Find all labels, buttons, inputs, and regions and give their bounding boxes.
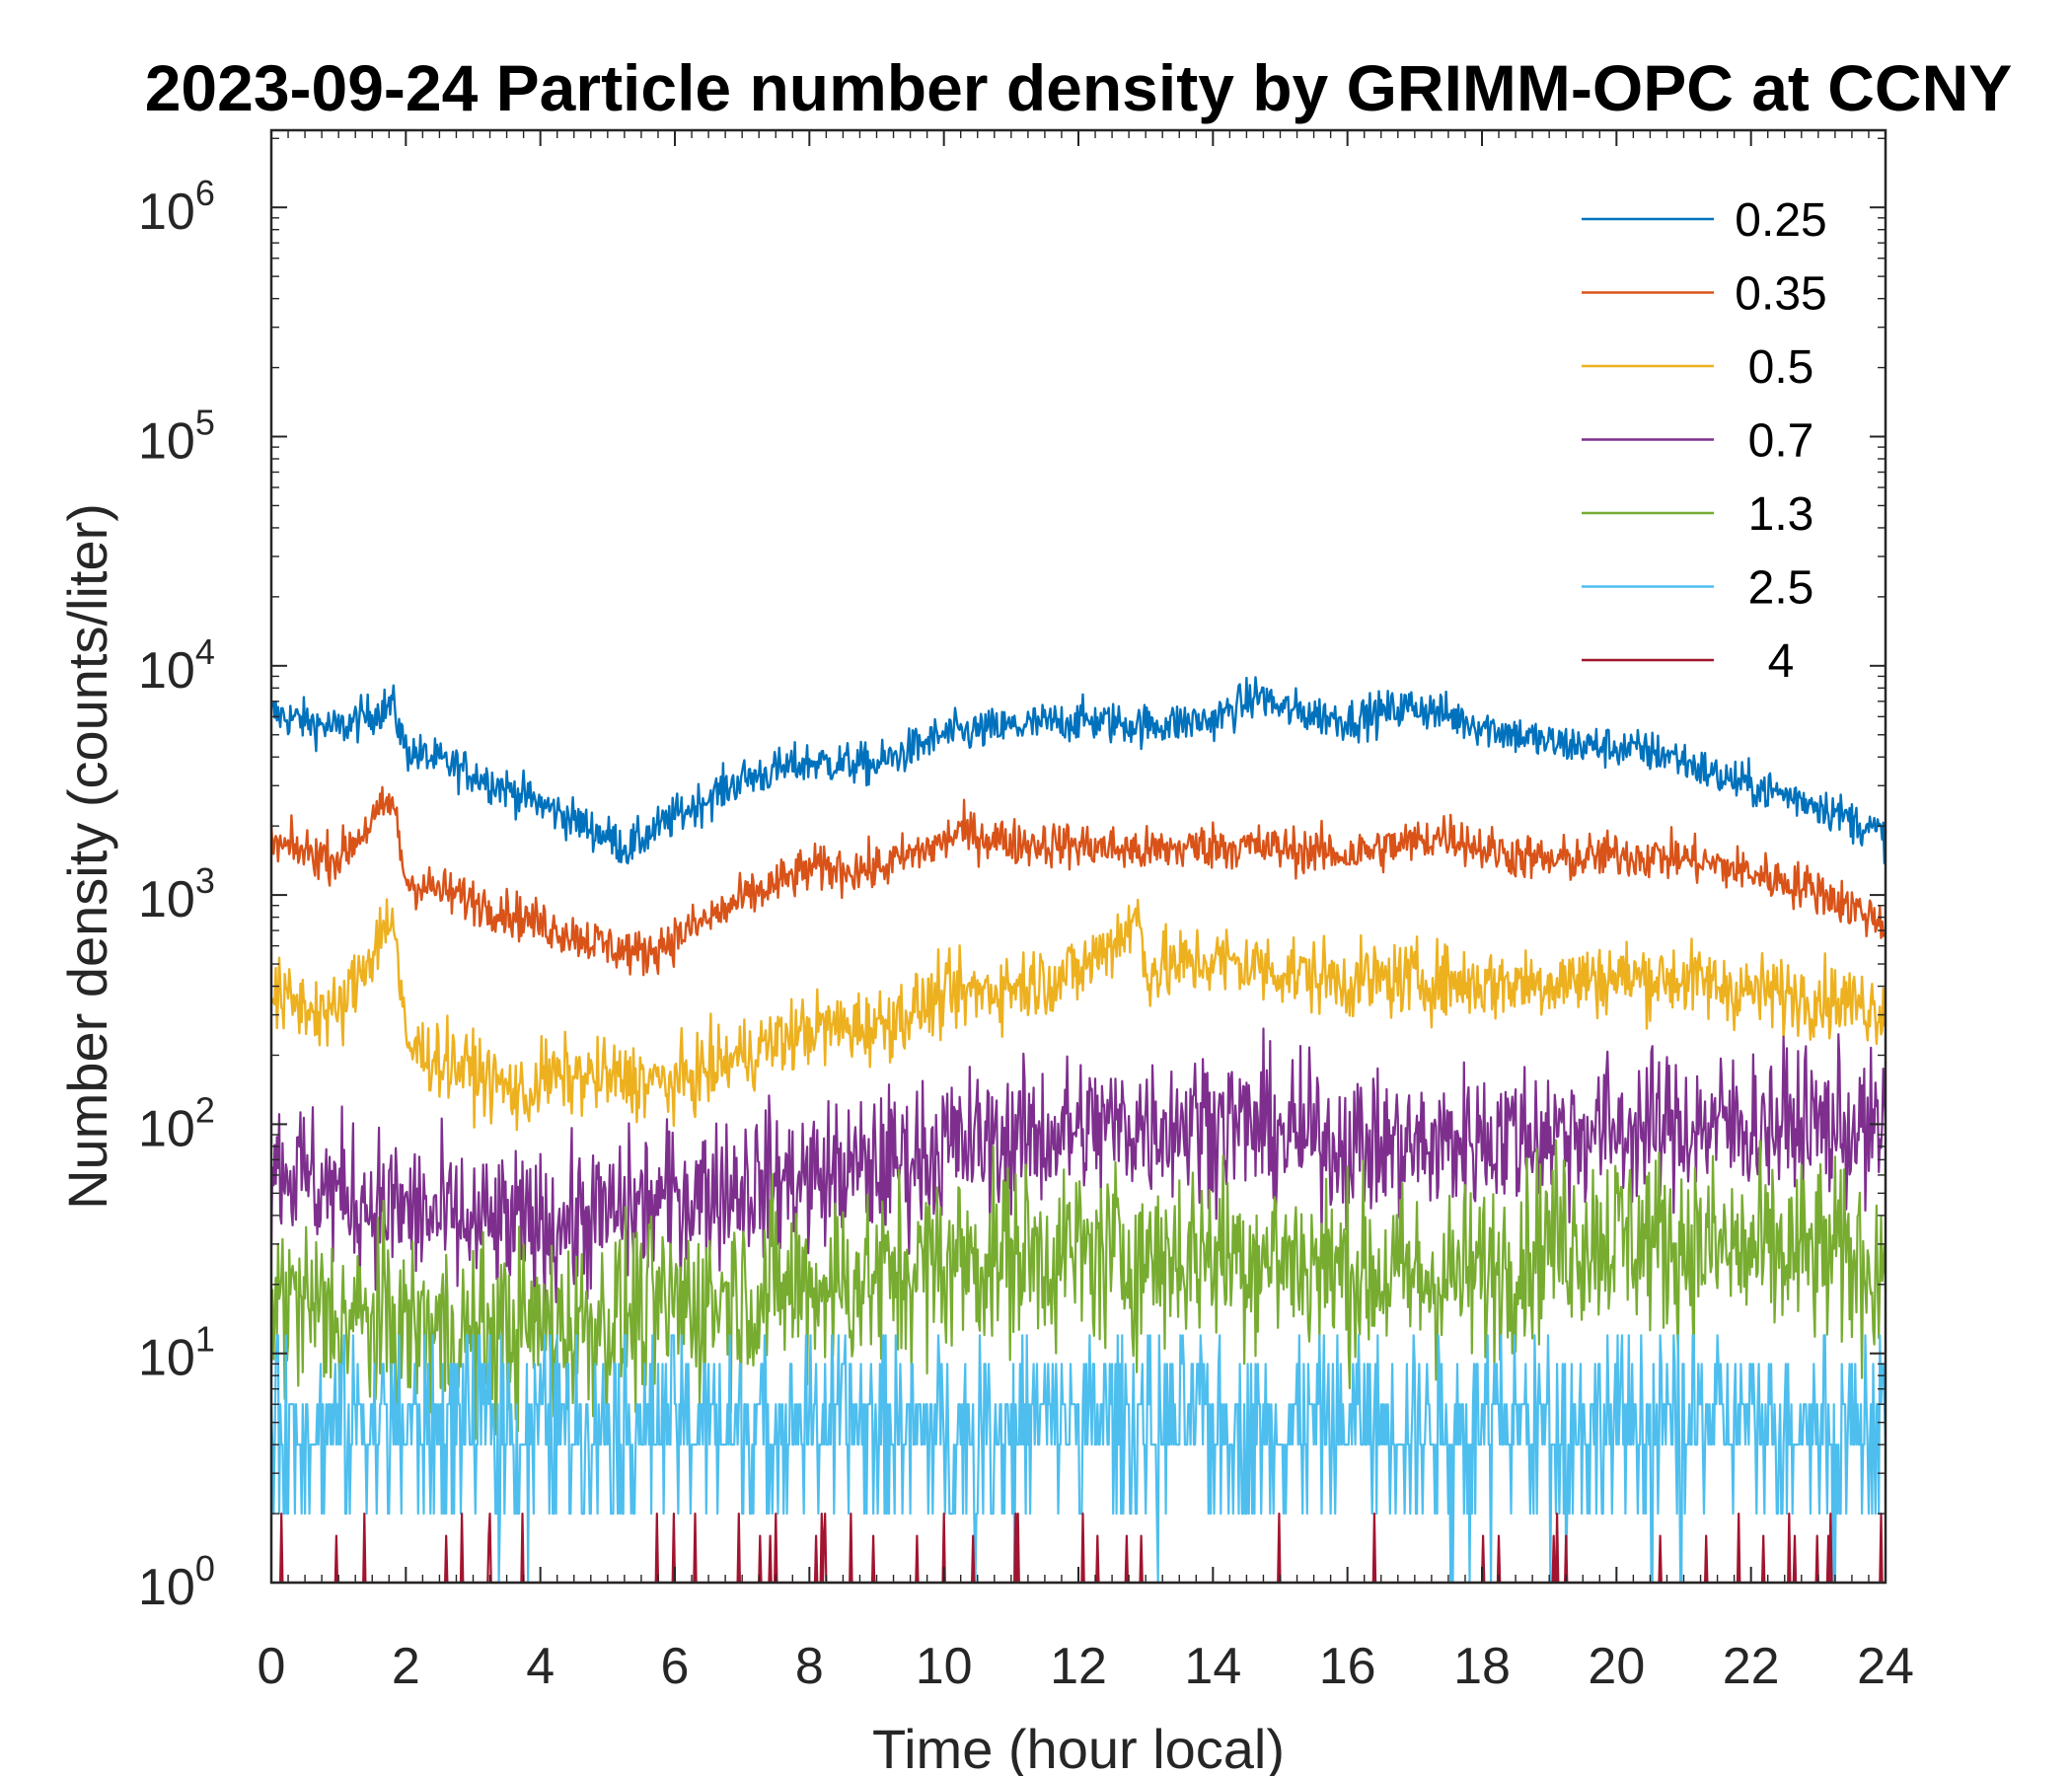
series-line-0.7 <box>269 1027 1887 1323</box>
x-tick-label: 0 <box>258 1638 286 1695</box>
x-tick-label: 6 <box>661 1638 690 1695</box>
legend-label: 0.25 <box>1735 194 1826 247</box>
x-tick-label: 24 <box>1857 1638 1914 1695</box>
legend-label: 0.5 <box>1748 341 1814 394</box>
x-tick-label: 20 <box>1588 1638 1645 1695</box>
y-axis-label: Number density (counts/liter) <box>56 503 118 1210</box>
x-tick-labels: 0 2 4 6 8 10 12 14 16 18 20 22 24 <box>258 1638 1914 1695</box>
x-tick-label: 10 <box>916 1638 973 1695</box>
series-line-0.25 <box>269 676 1887 865</box>
series-line-1.3 <box>269 1139 1887 1441</box>
legend-item-4: 4 <box>1582 635 1794 688</box>
legend: 0.25 0.35 0.5 0.7 1.3 2.5 4 <box>1582 194 1827 688</box>
x-tick-label: 22 <box>1723 1638 1780 1695</box>
series-line-2.5 <box>269 1334 1887 1585</box>
y-tick-label: 104 <box>138 631 215 700</box>
legend-item-0.7: 0.7 <box>1582 415 1813 468</box>
x-tick-label: 18 <box>1453 1638 1511 1695</box>
y-tick-label: 100 <box>138 1548 215 1616</box>
series-line-0.35 <box>269 785 1887 977</box>
legend-label: 0.7 <box>1748 415 1814 468</box>
x-tick-label: 4 <box>526 1638 555 1695</box>
legend-item-0.5: 0.5 <box>1582 341 1813 394</box>
y-tick-label: 102 <box>138 1089 215 1157</box>
legend-label: 2.5 <box>1748 562 1814 615</box>
legend-label: 4 <box>1768 635 1795 688</box>
y-tick-label: 101 <box>138 1319 215 1387</box>
y-tick-label: 103 <box>138 860 215 928</box>
legend-item-2.5: 2.5 <box>1582 562 1813 615</box>
chart-title: 2023-09-24 Particle number density by GR… <box>145 51 2013 124</box>
y-tick-labels: 100 101 102 103 104 105 106 <box>138 173 215 1616</box>
x-axis-label: Time (hour local) <box>872 1718 1285 1776</box>
series-line-0.5 <box>270 898 1887 1132</box>
legend-item-0.25: 0.25 <box>1582 194 1827 247</box>
x-tick-label: 2 <box>392 1638 420 1695</box>
legend-label: 1.3 <box>1748 488 1814 541</box>
legend-label: 0.35 <box>1735 268 1826 321</box>
x-tick-label: 12 <box>1050 1638 1107 1695</box>
x-tick-label: 16 <box>1319 1638 1376 1695</box>
x-tick-label: 14 <box>1184 1638 1241 1695</box>
x-tick-label: 8 <box>795 1638 824 1695</box>
legend-item-1.3: 1.3 <box>1582 488 1813 541</box>
y-tick-label: 106 <box>138 173 215 241</box>
legend-item-0.35: 0.35 <box>1582 268 1827 321</box>
ticks-layer <box>270 130 1887 1584</box>
y-tick-label: 105 <box>138 403 215 471</box>
